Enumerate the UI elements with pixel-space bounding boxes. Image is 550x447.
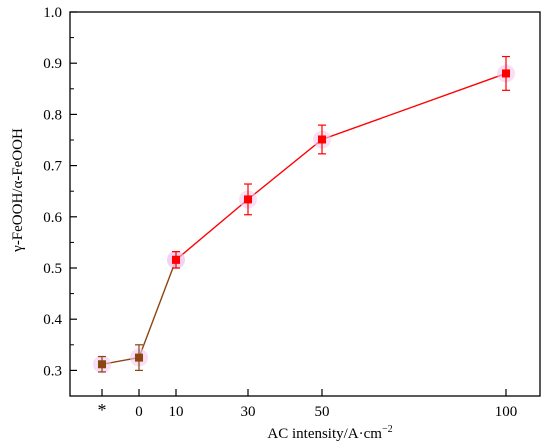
x-axis-label-sup: −2 <box>382 424 393 435</box>
y-tick-label: 0.6 <box>43 210 62 226</box>
data-point-1-2 <box>318 135 326 144</box>
series-line-1 <box>175 72 507 261</box>
data-point-1-0 <box>172 255 180 264</box>
y-tick-label: 0.4 <box>43 312 62 328</box>
y-tick-label: 0.5 <box>43 261 62 277</box>
y-tick-label: 0.7 <box>43 159 62 175</box>
data-point-0-0 <box>98 360 106 369</box>
y-tick-label: 0.3 <box>43 363 62 379</box>
data-point-0-1 <box>135 353 143 362</box>
data-point-1-1 <box>244 195 252 204</box>
y-tick-label: 1.0 <box>43 5 62 21</box>
x-tick-label: * <box>98 400 107 420</box>
x-tick-label: 100 <box>495 404 518 420</box>
x-tick-label: 10 <box>169 404 184 420</box>
x-axis-label: AC intensity/A·cm−2 <box>267 424 392 442</box>
data-point-1-3 <box>502 69 510 78</box>
y-tick-label: 0.9 <box>43 56 62 72</box>
y-tick-label: 0.8 <box>43 107 62 123</box>
y-axis-label: γ-FeOOH/α-FeOOH <box>10 128 26 253</box>
plot-frame <box>69 11 541 397</box>
x-tick-label: 30 <box>241 404 256 420</box>
x-axis-label-main: AC intensity/A·cm <box>267 426 382 442</box>
x-tick-label: 50 <box>315 404 330 420</box>
x-tick-label: 0 <box>135 404 143 420</box>
